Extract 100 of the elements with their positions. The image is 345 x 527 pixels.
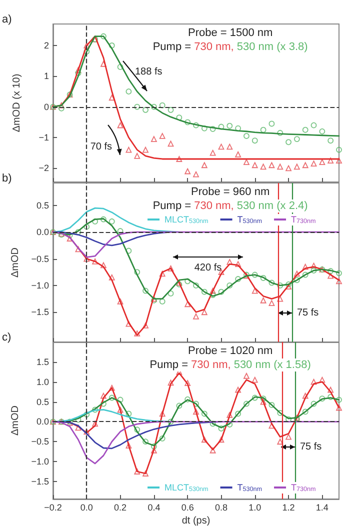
point [201,288,208,295]
x-tick-label: 1.4 [316,502,328,512]
point [310,268,317,274]
point [302,392,308,399]
text: 530 nm (x 3.8) [236,41,308,53]
point [260,396,266,402]
y-tick-label: 0.5 [36,396,49,407]
point [328,158,334,164]
point [134,330,140,336]
y-axis-title: ΔmOD [10,247,21,278]
point [218,144,224,150]
point [159,410,166,417]
point [100,400,106,407]
legend-title: Pump = [150,359,192,371]
point [336,396,342,403]
point [244,372,250,379]
y-tick-label: −1.5 [31,476,49,486]
point [193,171,199,178]
point [319,128,326,134]
text: 730 nm, [194,41,234,53]
text: 530 nm (x 1.58) [234,359,311,371]
y-tick-label: −0.5 [31,254,49,264]
point [268,162,275,168]
x-axis-title: dt (ps) [182,516,210,526]
series-label: 730 nm, [191,359,231,371]
point [260,398,266,405]
point [286,139,292,146]
point [168,265,174,272]
point [210,292,216,298]
y-tick-label: −1.5 [31,307,49,318]
point [168,380,174,386]
point [168,140,174,147]
point [210,150,216,156]
point [218,288,224,295]
annotation: 420 fs [194,262,222,274]
point [150,136,157,142]
y-tick-label: −1.0 [31,280,49,290]
point [126,410,132,417]
point [336,404,342,411]
point [286,416,292,422]
point [126,320,132,327]
y-tick-label: 1.0 [36,376,49,387]
point [302,272,308,278]
point [294,164,300,170]
point [252,288,258,294]
point [277,296,284,302]
x-tick-label: 0.8 [214,502,228,512]
point [235,276,242,282]
point [277,164,284,170]
y-axis-title: ΔmOD (x 10) [12,74,22,132]
annotation: Probe = 960 nm [191,186,270,198]
point [252,162,258,168]
point [142,146,148,153]
point [235,151,242,158]
y-tick-label: −1 [38,132,49,143]
point [84,42,90,48]
point [302,264,308,270]
point [75,246,82,252]
point [336,158,342,164]
point [260,275,266,281]
y-tick-label: 0.0 [36,416,49,427]
point [117,228,124,234]
point [244,133,250,139]
point [168,290,174,296]
point [100,216,106,222]
point [302,162,308,168]
y-tick-label: 1.5 [36,356,49,367]
point [75,70,82,76]
point [142,288,148,294]
chart-title: a) [2,14,12,26]
annotation: 188 fs [135,66,162,78]
point [235,261,242,268]
point [226,144,233,150]
x-tick-label: 0.2 [114,502,127,512]
point [201,410,208,417]
annotation: 70 fs [90,142,112,152]
point [277,130,284,136]
point [328,138,334,144]
point [210,420,216,427]
point [201,309,208,316]
point [134,468,140,474]
point [100,262,106,268]
point [193,313,199,320]
text: 530 nm (x 2.4) [236,200,308,212]
point [235,125,242,132]
point [108,394,115,401]
point [134,104,140,110]
point [117,396,124,403]
point [260,126,266,133]
point [210,288,216,294]
point [168,418,174,425]
point [252,376,258,383]
point [252,394,258,401]
point [260,297,266,304]
point [319,396,326,402]
x-tick-label: 1.0 [248,502,262,512]
y-tick-label: 0.5 [36,200,49,210]
point [159,435,166,442]
legend-title: Pump = [152,41,194,53]
point [159,298,166,304]
